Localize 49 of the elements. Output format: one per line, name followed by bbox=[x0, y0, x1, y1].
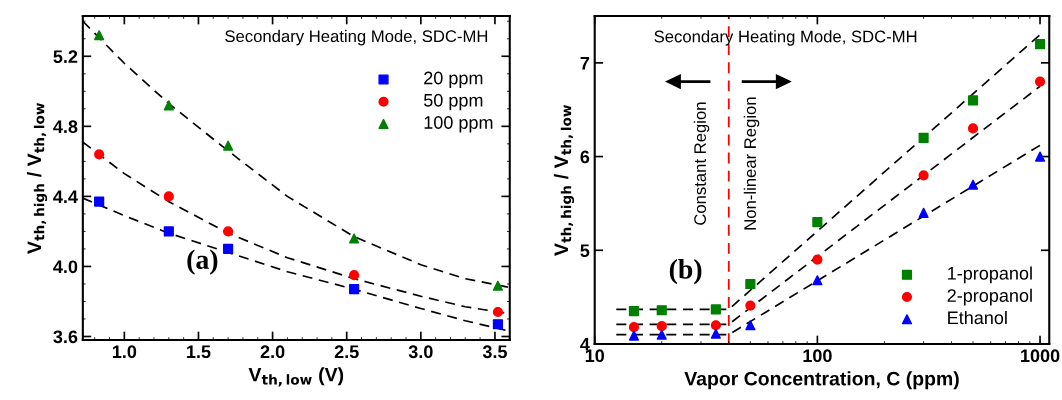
legend-label: Ethanol bbox=[948, 310, 1007, 325]
x-tick-label: 10 bbox=[585, 349, 605, 363]
annotation: (a) bbox=[187, 249, 218, 275]
point bbox=[94, 196, 105, 207]
x-axis-title: V$_{th,low}$ (V) bbox=[248, 367, 344, 387]
x-tick-label: 3.0 bbox=[408, 345, 433, 359]
point bbox=[492, 319, 503, 330]
legend-label: 100 ppm bbox=[424, 116, 493, 133]
y-tick-label: 5.2 bbox=[53, 50, 78, 63]
y-axis-title: V$_{th,high}$ / V$_{th,low}$ bbox=[553, 105, 575, 256]
legend-label: 1-propanol bbox=[948, 266, 1032, 284]
y-tick-label: 4.0 bbox=[53, 260, 78, 274]
y-tick-label: 4 bbox=[580, 338, 590, 351]
point bbox=[94, 149, 105, 160]
annotation: Non-linear Region bbox=[743, 97, 760, 230]
point bbox=[349, 284, 360, 295]
point bbox=[163, 191, 174, 202]
point bbox=[163, 226, 174, 237]
y-tick-label: 7 bbox=[580, 56, 590, 70]
y-tick-label: 3.6 bbox=[53, 330, 78, 344]
x-tick-label: 1000 bbox=[1021, 349, 1060, 363]
legend-label: 50 ppm bbox=[423, 93, 483, 111]
point bbox=[492, 306, 503, 318]
x-tick-label: 1.5 bbox=[187, 345, 211, 359]
annotation: Constant Region bbox=[693, 102, 710, 225]
x-tick-label: 2.0 bbox=[260, 345, 285, 359]
text: Secondary Heating Mode, SDC-MH bbox=[654, 30, 917, 46]
legend-label: 2-propanol bbox=[947, 288, 1032, 306]
x-tick-label: 2.5 bbox=[334, 345, 359, 359]
point bbox=[94, 30, 105, 41]
y-tick-label: 6 bbox=[580, 150, 590, 164]
x-tick-label: 3.5 bbox=[482, 345, 507, 359]
point bbox=[349, 233, 360, 244]
legend-label: 20 ppm bbox=[424, 71, 483, 88]
y-tick-label: 4.8 bbox=[53, 120, 78, 134]
annotation: (b) bbox=[669, 259, 702, 285]
point bbox=[349, 270, 360, 281]
x-tick-label: 1.0 bbox=[112, 345, 137, 359]
point bbox=[163, 100, 174, 111]
point bbox=[223, 243, 234, 255]
point bbox=[492, 280, 503, 291]
point bbox=[223, 140, 234, 151]
x-axis-title: Vapor Concentration, C (ppm) bbox=[684, 371, 959, 390]
point bbox=[223, 226, 234, 237]
y-axis-title: V$_{th,high}$ / V$_{th,low}$ bbox=[26, 103, 48, 254]
x-tick-label: 100 bbox=[803, 349, 832, 363]
text: Secondary Heating Mode, SDC-MH bbox=[225, 29, 488, 46]
y-tick-label: 4.4 bbox=[53, 190, 78, 203]
y-tick-label: 5 bbox=[580, 244, 590, 258]
